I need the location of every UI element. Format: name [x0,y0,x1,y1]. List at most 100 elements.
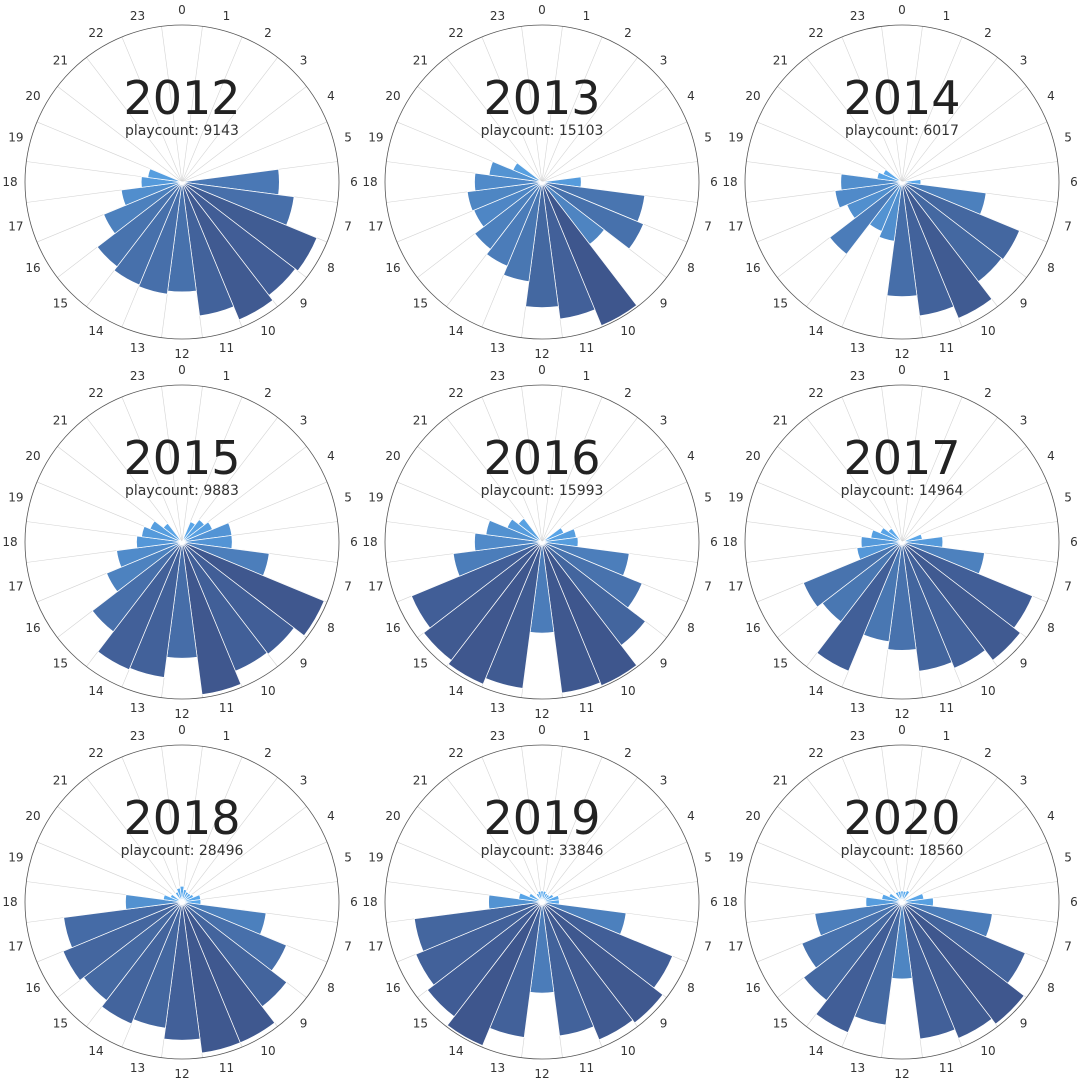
hour-label-2: 2 [264,386,272,400]
spoke-line [901,386,923,543]
bar-hour-18 [860,536,903,548]
hour-label-22: 22 [88,386,103,400]
hour-label-14: 14 [448,324,463,338]
bar-hour-11 [901,901,956,1040]
playcount-label: playcount: 6017 [845,123,959,139]
hour-label-2: 2 [624,26,632,40]
hour-label-12: 12 [174,347,189,361]
hour-label-13: 13 [130,341,145,355]
hour-label-11: 11 [939,701,954,715]
hour-label-23: 23 [490,729,505,743]
playcount-label: playcount: 9883 [125,483,239,499]
spoke-line [181,386,203,543]
hour-label-17: 17 [728,580,743,594]
bar-hour-20 [882,169,903,183]
spoke-line [901,396,963,543]
spoke-line [901,417,998,543]
hour-label-13: 13 [490,1061,505,1075]
hour-label-19: 19 [368,491,383,505]
bar-hour-17 [466,181,543,212]
bar-hour-15 [96,181,183,268]
bar-hour-16 [103,181,183,235]
hour-label-15: 15 [413,657,428,671]
hour-label-9: 9 [1020,657,1028,671]
hour-label-15: 15 [53,657,68,671]
bar-hour-11 [541,541,601,694]
hour-label-5: 5 [704,491,712,505]
hour-label-4: 4 [327,449,335,463]
hour-label-21: 21 [53,773,68,787]
hour-label-0: 0 [178,723,186,737]
hour-label-13: 13 [850,701,865,715]
hour-label-6: 6 [350,175,358,189]
hour-label-15: 15 [53,1017,68,1031]
bar-hour-9 [541,901,664,1024]
spoke-line [541,57,638,183]
polar-chart-svg: 0 123456789101112131415161718192021222320… [362,3,717,361]
bar-hour-17 [452,541,543,577]
spoke-line [541,86,667,183]
polar-chart-svg: 0 123456789101112131415161718192021222320… [722,363,1077,721]
hour-label-14: 14 [808,1044,823,1058]
hour-label-20: 20 [25,809,40,823]
hour-label-14: 14 [448,684,463,698]
hour-label-1: 1 [223,729,231,743]
hour-label-6: 6 [1070,175,1078,189]
hour-label-12: 12 [894,347,909,361]
hour-label-1: 1 [583,729,591,743]
spoke-line [57,806,183,903]
outer-ring [384,384,700,700]
hour-label-4: 4 [327,809,335,823]
outer-ring [384,744,700,1060]
hour-label-16: 16 [25,621,40,635]
spoke-line [181,756,243,903]
playcount-label: playcount: 15103 [481,123,604,139]
bar-hour-17 [834,181,903,209]
hour-label-14: 14 [448,1044,463,1058]
bar-hour-14 [816,541,903,672]
hour-label-14: 14 [808,324,823,338]
spoke-line [841,396,903,543]
hour-label-18: 18 [722,895,737,909]
spoke-line [181,806,307,903]
spoke-line [901,26,923,183]
spoke-line [806,57,903,183]
hour-label-2: 2 [624,746,632,760]
bar-hour-9 [901,541,1021,661]
hour-label-8: 8 [1047,261,1055,275]
hour-label-6: 6 [350,895,358,909]
hour-label-3: 3 [660,773,668,787]
hour-label-18: 18 [362,535,377,549]
spoke-line [901,57,998,183]
hour-label-20: 20 [385,89,400,103]
hour-label-23: 23 [130,729,145,743]
bar-hour-18 [125,894,183,910]
spoke-line [161,26,183,183]
bar-hour-17 [120,181,183,206]
hour-label-22: 22 [88,26,103,40]
outer-ring [744,384,1060,700]
hour-label-8: 8 [687,621,695,635]
hour-label-11: 11 [939,341,954,355]
bar-hour-10 [541,181,638,327]
hour-label-10: 10 [620,684,635,698]
bar-hour-10 [901,901,993,1039]
bar-hour-16 [62,901,183,981]
bar-hour-14 [486,181,543,267]
hour-label-0: 0 [538,723,546,737]
hour-label-9: 9 [660,297,668,311]
hour-label-0: 0 [898,723,906,737]
hour-label-18: 18 [722,175,737,189]
polar-chart-2020: 0 1 2 3 4 5 6 7 8 9 10 11 12 13 14 15 16 17 18 19 20 21 22 23 20… [722,722,1080,1082]
hour-label-20: 20 [385,449,400,463]
hour-label-18: 18 [722,535,737,549]
outer-ring [384,24,700,340]
spoke-line [541,396,603,543]
hour-label-23: 23 [850,9,865,23]
bar-hour-16 [411,541,543,629]
hour-label-10: 10 [980,684,995,698]
spoke-line [901,121,1048,183]
spoke-line [901,841,1048,903]
hour-label-7: 7 [1064,580,1072,594]
hour-label-9: 9 [1020,297,1028,311]
